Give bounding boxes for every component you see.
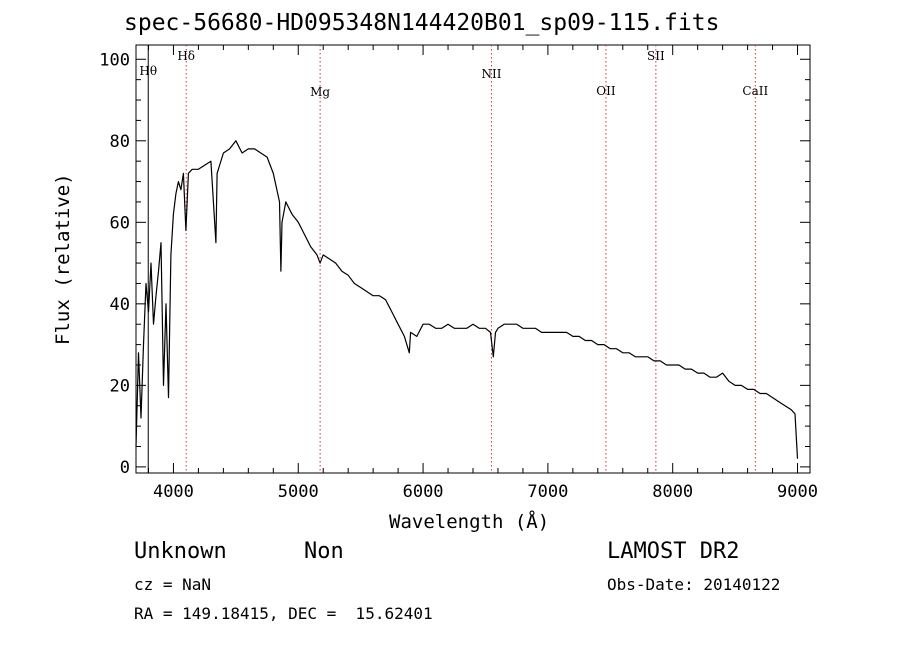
y-axis-label: Flux (relative) [52,173,74,345]
x-tick-label: 8000 [652,482,693,502]
marker-mg-label: Mg [310,85,330,99]
marker-oii-label: OII [596,84,616,98]
y-tick-label: 0 [120,458,130,478]
redshift-readout: cz = NaN [134,575,212,594]
marker-nii-label: NII [481,67,501,81]
x-tick-label: 6000 [403,482,444,502]
marker-h-label: Hθ [139,64,157,78]
coordinates-readout: RA = 149.18415, DEC = 15.62401 [134,604,433,623]
x-tick-label: 7000 [527,482,568,502]
y-tick-label: 40 [110,295,130,315]
y-tick-label: 80 [110,132,130,152]
survey-name: LAMOST DR2 [607,539,740,564]
spectral-line-markers [147,45,756,473]
axes: 4000 5000 6000 7000 8000 9000 0 20 40 60 80 100 [99,44,818,502]
y-tick-label: 60 [110,213,130,233]
spectrum-series [135,140,799,459]
x-tick-label: 5000 [278,482,319,502]
chart-labels: Hθ Hδ Mg NII OII SII CaII [139,49,768,99]
y-tick-label: 100 [99,50,130,70]
marker-caii-label: CaII [742,84,768,98]
chart-title: spec-56680-HD095348N144420B01_sp09-115.f… [124,10,720,36]
x-axis-label: Wavelength (Å) [389,511,550,533]
y-tick-label: 20 [110,376,130,396]
observation-date: Obs-Date: 20140122 [607,575,781,594]
x-tick-label: 4000 [153,482,194,502]
object-class: Non [304,539,344,564]
x-tick-label: 9000 [777,482,818,502]
marker-h-label: Hδ [177,49,195,63]
spectrum-line [135,140,799,459]
object-name: Unknown [134,539,227,564]
marker-sii-label: SII [647,49,665,63]
plot-frame [135,44,811,474]
